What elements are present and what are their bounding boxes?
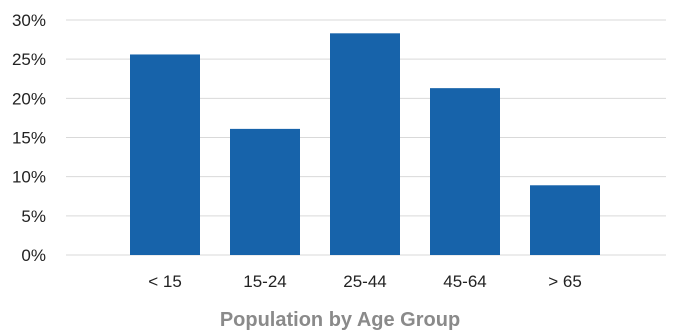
x-tick-label: 45-64 [443,272,486,291]
y-tick-label: 25% [12,50,46,69]
x-tick-label: 25-44 [343,272,386,291]
bars [130,33,600,256]
bar [330,33,400,255]
y-tick-label: 15% [12,129,46,148]
x-tick-label: < 15 [148,272,182,291]
y-tick-label: 0% [21,246,46,265]
x-tick-label: 15-24 [243,272,286,291]
y-axis-tick-labels: 0% 5% 10% 15% 20% 25% 30% [12,11,46,265]
bar [230,128,300,255]
y-tick-label: 10% [12,168,46,187]
y-tick-label: 20% [12,89,46,108]
bar [430,88,500,256]
bar [530,185,600,255]
x-axis-tick-labels: < 15 15-24 25-44 45-64 > 65 [148,272,582,291]
y-tick-label: 5% [21,207,46,226]
x-axis-title: Population by Age Group [220,309,460,331]
y-tick-label: 30% [12,11,46,30]
x-tick-label: > 65 [548,272,582,291]
bar [130,54,200,255]
